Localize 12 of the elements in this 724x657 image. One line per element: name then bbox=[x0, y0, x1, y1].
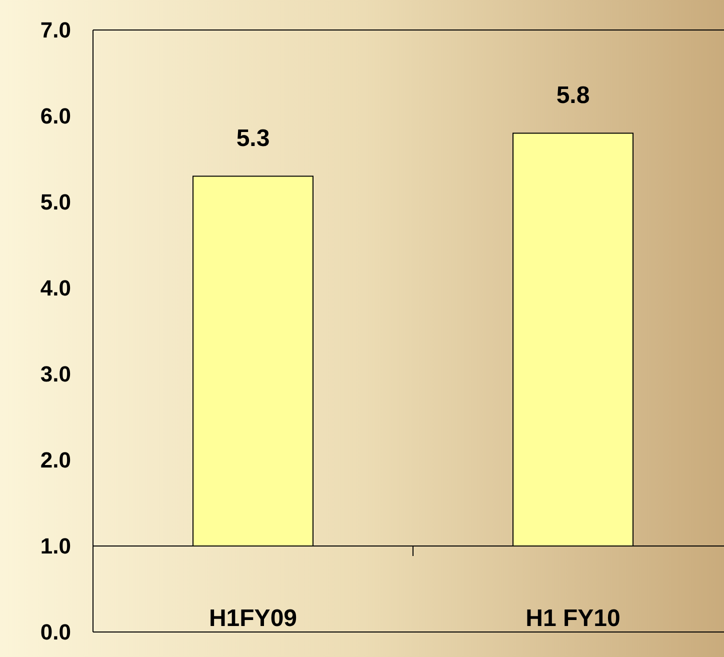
x-tick-label: H1 FY10 bbox=[526, 605, 620, 632]
y-tick-label: 0.0 bbox=[40, 620, 71, 645]
y-tick-label: 7.0 bbox=[40, 18, 71, 43]
y-tick-label: 1.0 bbox=[40, 534, 71, 559]
y-tick-label: 6.0 bbox=[40, 104, 71, 129]
y-tick-label: 5.0 bbox=[40, 190, 71, 215]
data-label: 5.3 bbox=[236, 125, 270, 152]
y-tick-label: 4.0 bbox=[40, 276, 71, 301]
x-tick-label: H1FY09 bbox=[208, 605, 298, 632]
data-label: 5.8 bbox=[556, 82, 590, 110]
y-tick-label: 2.0 bbox=[40, 448, 71, 473]
y-tick-label: 3.0 bbox=[40, 362, 71, 387]
